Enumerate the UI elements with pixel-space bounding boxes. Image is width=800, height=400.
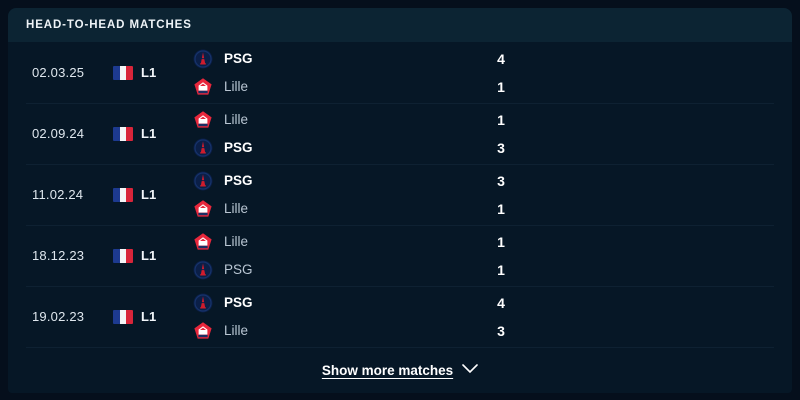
league-label: L1 bbox=[141, 126, 157, 141]
psg-crest-icon bbox=[193, 49, 213, 69]
home-score-line: 1 bbox=[492, 232, 792, 252]
away-score-line: 1 bbox=[492, 77, 792, 97]
home-team-name: Lille bbox=[224, 234, 249, 249]
away-team[interactable]: PSG bbox=[193, 138, 492, 158]
league-label: L1 bbox=[141, 65, 157, 80]
match-date: 11.02.24 bbox=[32, 187, 84, 202]
match-date: 02.09.24 bbox=[32, 126, 85, 141]
home-team[interactable]: PSG bbox=[193, 293, 492, 313]
page-title: HEAD-TO-HEAD MATCHES bbox=[26, 19, 192, 31]
match-league: L1 bbox=[113, 187, 193, 202]
away-score-line: 1 bbox=[492, 260, 792, 280]
away-team[interactable]: Lille bbox=[193, 199, 492, 219]
home-team[interactable]: PSG bbox=[193, 171, 492, 191]
psg-crest-icon bbox=[193, 260, 213, 280]
league-label: L1 bbox=[141, 309, 157, 324]
match-row[interactable]: 02.09.24 L1 Lille PSG 1 3 bbox=[8, 103, 792, 164]
show-more-matches-button[interactable]: Show more matches bbox=[321, 362, 454, 378]
away-score-line: 1 bbox=[492, 199, 792, 219]
home-team[interactable]: PSG bbox=[193, 49, 492, 69]
away-score-line: 3 bbox=[492, 321, 792, 341]
away-team[interactable]: PSG bbox=[193, 260, 492, 280]
match-row[interactable]: 19.02.23 L1 PSG Lille 4 3 bbox=[8, 286, 792, 347]
psg-crest-icon bbox=[193, 171, 213, 191]
home-team-name: PSG bbox=[224, 173, 253, 188]
psg-crest-icon bbox=[193, 293, 213, 313]
matches-list: 02.03.25 L1 PSG Lille 4 1 02.09.24 L1 Lille PSG 1 3… bbox=[8, 42, 792, 347]
match-date: 18.12.23 bbox=[32, 248, 85, 263]
match-row[interactable]: 18.12.23 L1 Lille PSG 1 1 bbox=[8, 225, 792, 286]
france-flag-icon bbox=[113, 126, 133, 141]
match-teams: PSG Lille bbox=[193, 171, 492, 219]
home-team[interactable]: Lille bbox=[193, 110, 492, 130]
away-team-name: Lille bbox=[224, 201, 249, 216]
away-team[interactable]: Lille bbox=[193, 77, 492, 97]
lille-crest-icon bbox=[193, 199, 213, 219]
home-score-line: 3 bbox=[492, 171, 792, 191]
away-team-name: PSG bbox=[224, 140, 253, 155]
home-team-name: PSG bbox=[224, 295, 253, 310]
psg-crest-icon bbox=[193, 138, 213, 158]
away-score-line: 3 bbox=[492, 138, 792, 158]
home-score: 3 bbox=[497, 172, 505, 189]
away-score: 1 bbox=[497, 200, 505, 217]
france-flag-icon bbox=[113, 65, 133, 80]
away-team[interactable]: Lille bbox=[193, 321, 492, 341]
match-teams: Lille PSG bbox=[193, 232, 492, 280]
match-date: 19.02.23 bbox=[32, 309, 85, 324]
away-score: 3 bbox=[497, 322, 505, 339]
home-score: 1 bbox=[497, 111, 505, 128]
home-score-line: 4 bbox=[492, 49, 792, 69]
match-row[interactable]: 02.03.25 L1 PSG Lille 4 1 bbox=[8, 42, 792, 103]
lille-crest-icon bbox=[193, 232, 213, 252]
home-team-name: PSG bbox=[224, 51, 253, 66]
match-league: L1 bbox=[113, 126, 193, 141]
home-team[interactable]: Lille bbox=[193, 232, 492, 252]
match-row[interactable]: 11.02.24 L1 PSG Lille 3 1 bbox=[8, 164, 792, 225]
home-score-line: 1 bbox=[492, 110, 792, 130]
card-footer: Show more matches bbox=[8, 347, 792, 393]
away-score: 1 bbox=[497, 261, 505, 278]
match-teams: Lille PSG bbox=[193, 110, 492, 158]
away-score: 3 bbox=[497, 139, 505, 156]
chevron-down-icon[interactable] bbox=[462, 361, 478, 379]
head-to-head-card: HEAD-TO-HEAD MATCHES 02.03.25 L1 PSG Lille 4… bbox=[8, 8, 792, 393]
home-score: 4 bbox=[497, 50, 505, 67]
away-team-name: Lille bbox=[224, 323, 249, 338]
france-flag-icon bbox=[113, 248, 133, 263]
lille-crest-icon bbox=[193, 110, 213, 130]
home-score: 1 bbox=[497, 233, 505, 250]
home-score: 4 bbox=[497, 294, 505, 311]
card-header: HEAD-TO-HEAD MATCHES bbox=[8, 8, 792, 42]
away-team-name: PSG bbox=[224, 262, 253, 277]
france-flag-icon bbox=[113, 187, 133, 202]
match-teams: PSG Lille bbox=[193, 293, 492, 341]
away-team-name: Lille bbox=[224, 79, 249, 94]
match-teams: PSG Lille bbox=[193, 49, 492, 97]
match-date: 02.03.25 bbox=[32, 65, 85, 80]
france-flag-icon bbox=[113, 309, 133, 324]
lille-crest-icon bbox=[193, 77, 213, 97]
lille-crest-icon bbox=[193, 321, 213, 341]
league-label: L1 bbox=[141, 248, 157, 263]
match-league: L1 bbox=[113, 248, 193, 263]
match-league: L1 bbox=[113, 65, 193, 80]
league-label: L1 bbox=[141, 187, 157, 202]
home-score-line: 4 bbox=[492, 293, 792, 313]
away-score: 1 bbox=[497, 78, 505, 95]
match-league: L1 bbox=[113, 309, 193, 324]
home-team-name: Lille bbox=[224, 112, 249, 127]
